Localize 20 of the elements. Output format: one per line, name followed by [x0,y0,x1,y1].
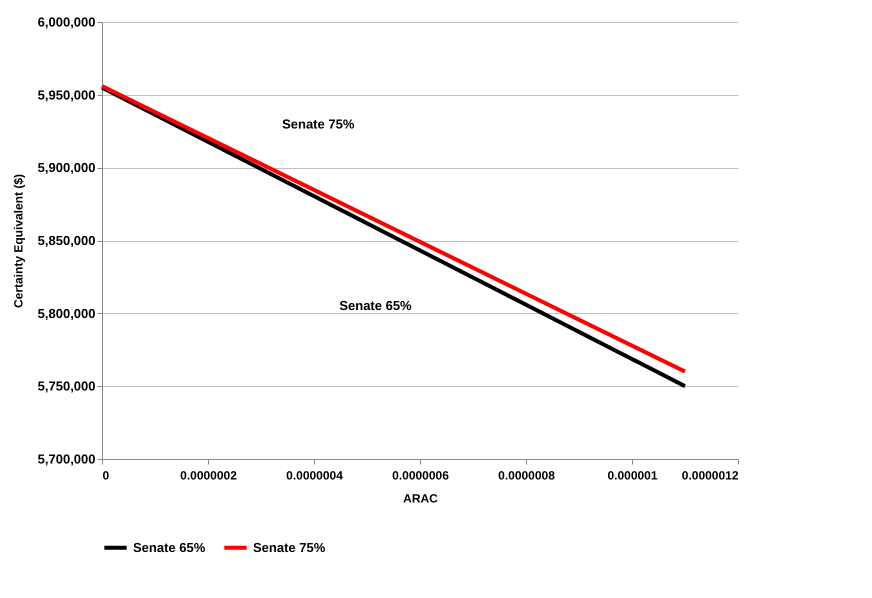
y-tick-label: 5,750,000 [38,378,96,394]
x-tick-label: 0 [102,468,110,482]
x-tick-label: 0.0000002 [180,468,238,482]
y-tick-label: 5,850,000 [38,233,96,248]
annotation: Senate 75% [282,116,355,132]
y-tick-label: 5,950,000 [38,87,96,102]
y-axis-title: Certainty Equivalent ($) [12,174,26,308]
x-tick-label: 0.000001 [607,468,658,482]
y-tick-label: 6,000,000 [38,14,96,30]
y-tick-label: 5,800,000 [38,306,96,321]
legend-label: Senate 65% [133,540,206,555]
x-tick-label: 0.0000008 [498,468,556,482]
legend-label: Senate 75% [253,540,326,555]
x-tick-label: 0.0000006 [392,468,450,482]
x-tick-label: 0.0000012 [682,468,739,482]
annotation: Senate 65% [339,298,412,314]
y-tick-label: 5,700,000 [38,452,96,466]
y-tick-label: 5,900,000 [38,160,96,176]
x-axis-title: ARAC [403,492,438,506]
x-tick-label: 0.0000004 [286,468,344,482]
